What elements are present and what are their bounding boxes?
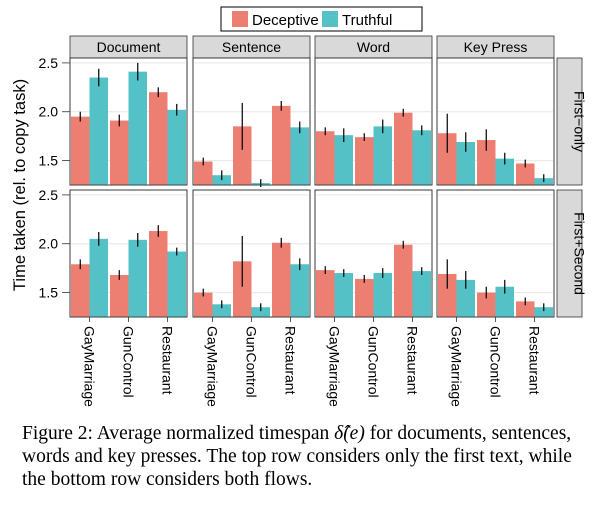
bar-deceptive-restaurant xyxy=(272,242,291,317)
bar-truthful-gaymarriage xyxy=(212,304,231,317)
caption-math: δ̂(e) xyxy=(334,423,365,444)
bar-deceptive-gaymarriage xyxy=(71,264,90,317)
bar-truthful-guncontrol xyxy=(251,307,270,317)
facet-row-label-first-only: First−only xyxy=(572,91,588,152)
panel-border xyxy=(436,57,555,186)
bar-deceptive-guncontrol xyxy=(355,137,374,185)
x-tick-label-restaurant: Restaurant xyxy=(405,326,421,395)
y-tick-label: 2.5 xyxy=(39,55,59,71)
bar-deceptive-gaymarriage xyxy=(194,292,213,317)
bar-deceptive-guncontrol xyxy=(233,261,252,317)
bar-deceptive-guncontrol xyxy=(355,278,374,317)
caption-text-pre: Average normalized timespan xyxy=(96,423,335,444)
bar-deceptive-guncontrol xyxy=(477,292,496,317)
bar-deceptive-restaurant xyxy=(516,163,535,185)
bar-truthful-restaurant xyxy=(290,127,309,185)
caption-text-post: for documents, sentences, words and key … xyxy=(22,423,572,490)
legend-box xyxy=(220,6,423,32)
bar-deceptive-restaurant xyxy=(149,231,168,317)
panel-border xyxy=(69,57,188,186)
bar-deceptive-guncontrol xyxy=(110,274,129,317)
facet-strip-first-second xyxy=(556,189,583,318)
facet-label-document: Document xyxy=(97,39,161,55)
bar-deceptive-gaymarriage xyxy=(71,116,90,185)
bar-deceptive-gaymarriage xyxy=(194,161,213,185)
bar-truthful-gaymarriage xyxy=(334,135,353,185)
facet-row-label-first-second: First+Second xyxy=(572,212,588,295)
bar-truthful-restaurant xyxy=(534,307,553,317)
bar-truthful-restaurant xyxy=(412,130,431,185)
bar-truthful-gaymarriage xyxy=(334,273,353,317)
bar-deceptive-gaymarriage xyxy=(438,274,457,317)
legend-label-truthful: Truthful xyxy=(342,12,392,29)
y-tick-label: 1.5 xyxy=(39,285,59,301)
x-tick-label-gaymarriage: GayMarriage xyxy=(449,326,465,407)
y-tick-label: 2.0 xyxy=(39,104,59,120)
bar-truthful-guncontrol xyxy=(128,239,147,317)
x-tick-label-guncontrol: GunControl xyxy=(366,326,382,398)
bar-deceptive-restaurant xyxy=(516,301,535,317)
bar-deceptive-guncontrol xyxy=(110,120,129,185)
bar-truthful-guncontrol xyxy=(495,286,514,317)
x-tick-label-guncontrol: GunControl xyxy=(121,326,137,398)
bar-truthful-restaurant xyxy=(290,264,309,317)
x-tick-label-gaymarriage: GayMarriage xyxy=(82,326,98,407)
bar-deceptive-restaurant xyxy=(394,112,413,185)
facet-label-word: Word xyxy=(357,39,390,55)
facet-strip-first-only xyxy=(556,57,583,186)
bar-truthful-guncontrol xyxy=(373,126,392,185)
panel-border xyxy=(192,57,311,186)
bar-truthful-guncontrol xyxy=(373,273,392,317)
bar-deceptive-restaurant xyxy=(394,244,413,317)
x-tick-label-gaymarriage: GayMarriage xyxy=(327,326,343,407)
bar-deceptive-gaymarriage xyxy=(438,133,457,185)
bar-deceptive-gaymarriage xyxy=(316,270,335,317)
x-tick-label-restaurant: Restaurant xyxy=(160,326,176,395)
bar-truthful-guncontrol xyxy=(128,71,147,185)
bar-truthful-gaymarriage xyxy=(456,142,475,185)
legend-label-deceptive: Deceptive xyxy=(252,12,319,29)
bar-deceptive-gaymarriage xyxy=(316,131,335,185)
facet-label-sentence: Sentence xyxy=(222,39,281,55)
legend-swatch-deceptive xyxy=(232,11,248,27)
bar-deceptive-restaurant xyxy=(272,105,291,185)
y-tick-label: 2.5 xyxy=(39,187,59,203)
bar-deceptive-guncontrol xyxy=(233,126,252,185)
bar-truthful-gaymarriage xyxy=(89,238,108,317)
x-tick-label-gaymarriage: GayMarriage xyxy=(205,326,221,407)
x-tick-label-restaurant: Restaurant xyxy=(527,326,543,395)
y-axis-title: Time taken (rel. to copy task) xyxy=(11,79,29,291)
x-tick-label-guncontrol: GunControl xyxy=(488,326,504,398)
facet-label-key-press: Key Press xyxy=(464,39,528,55)
x-tick-label-guncontrol: GunControl xyxy=(244,326,260,398)
legend-swatch-truthful xyxy=(322,11,338,27)
panel-border xyxy=(314,57,433,186)
caption-label: Figure 2: xyxy=(22,423,93,444)
y-tick-label: 2.0 xyxy=(39,236,59,252)
bar-deceptive-restaurant xyxy=(149,92,168,185)
x-tick-label-restaurant: Restaurant xyxy=(283,326,299,395)
bar-truthful-guncontrol xyxy=(495,158,514,185)
bar-truthful-restaurant xyxy=(167,251,186,317)
bar-truthful-restaurant xyxy=(167,109,186,185)
y-tick-label: 1.5 xyxy=(39,153,59,169)
bar-truthful-restaurant xyxy=(412,271,431,317)
bar-truthful-gaymarriage xyxy=(456,279,475,317)
figure-caption: Figure 2: Average normalized timespan δ̂… xyxy=(22,422,592,491)
faceted-bar-chart: Deceptive Truthful Document Sentence Word Key… xyxy=(11,6,588,407)
bar-deceptive-guncontrol xyxy=(477,140,496,185)
bar-truthful-gaymarriage xyxy=(89,77,108,185)
